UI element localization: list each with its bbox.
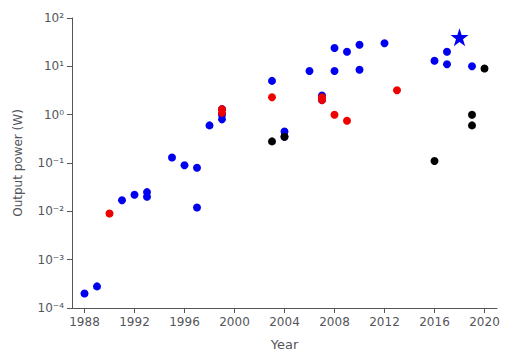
svg-text:10⁻¹: 10⁻¹ <box>38 156 65 170</box>
svg-text:2016: 2016 <box>419 315 450 329</box>
svg-text:2020: 2020 <box>469 315 500 329</box>
svg-text:10⁻²: 10⁻² <box>38 204 65 218</box>
svg-text:10⁰: 10⁰ <box>44 108 64 122</box>
svg-text:1992: 1992 <box>119 315 150 329</box>
svg-text:1996: 1996 <box>169 315 200 329</box>
svg-text:10⁻³: 10⁻³ <box>38 253 65 267</box>
svg-text:1988: 1988 <box>69 315 100 329</box>
svg-text:2008: 2008 <box>319 315 350 329</box>
svg-text:2000: 2000 <box>219 315 250 329</box>
svg-text:Output power (W): Output power (W) <box>11 109 25 217</box>
svg-text:2012: 2012 <box>369 315 400 329</box>
svg-text:10¹: 10¹ <box>44 59 64 73</box>
svg-text:2004: 2004 <box>269 315 300 329</box>
svg-text:10²: 10² <box>44 11 64 25</box>
svg-text:Year: Year <box>270 337 299 352</box>
svg-text:10⁻⁴: 10⁻⁴ <box>38 301 65 315</box>
